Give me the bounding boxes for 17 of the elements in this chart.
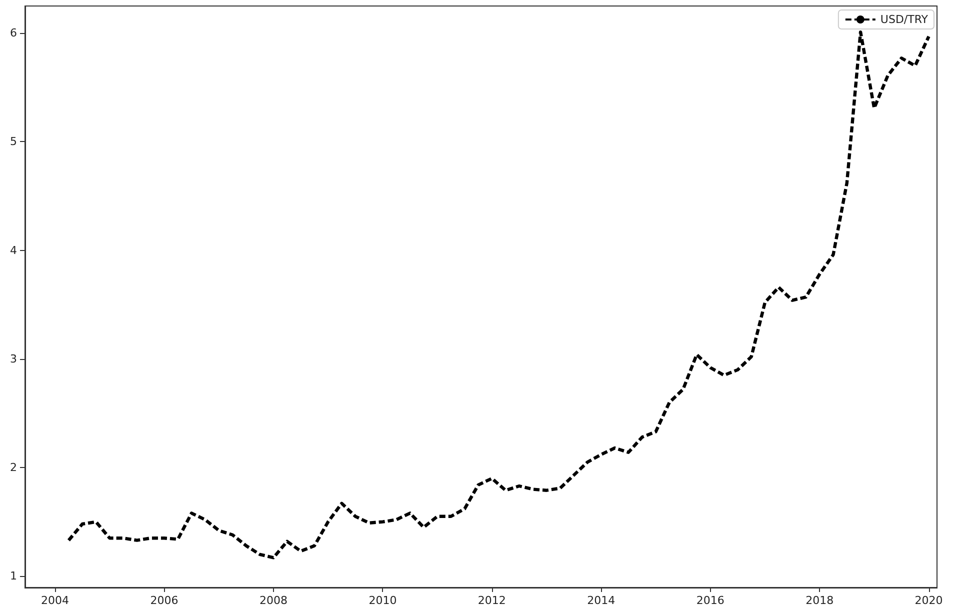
x-tick-label: 2018 [806,594,834,606]
y-tick-label: 5 [10,135,17,148]
y-tick-label: 3 [10,352,17,366]
x-tick-label: 2008 [259,594,288,606]
x-tick-label: 2020 [914,594,943,606]
y-tick-label: 2 [10,461,17,474]
x-tick-label: 2004 [41,594,70,606]
legend-label: USD/TRY [880,13,928,26]
x-tick-label: 2014 [587,594,616,606]
line-series [67,30,930,560]
x-tick-label: 2012 [478,594,506,606]
y-tick-label: 1 [10,570,17,583]
x-tick-label: 2016 [696,594,724,606]
y-tick-label: 4 [10,244,17,257]
x-tick-label: 2006 [150,594,178,606]
x-tick-label: 2010 [368,594,397,606]
y-tick-label: 6 [10,26,17,40]
